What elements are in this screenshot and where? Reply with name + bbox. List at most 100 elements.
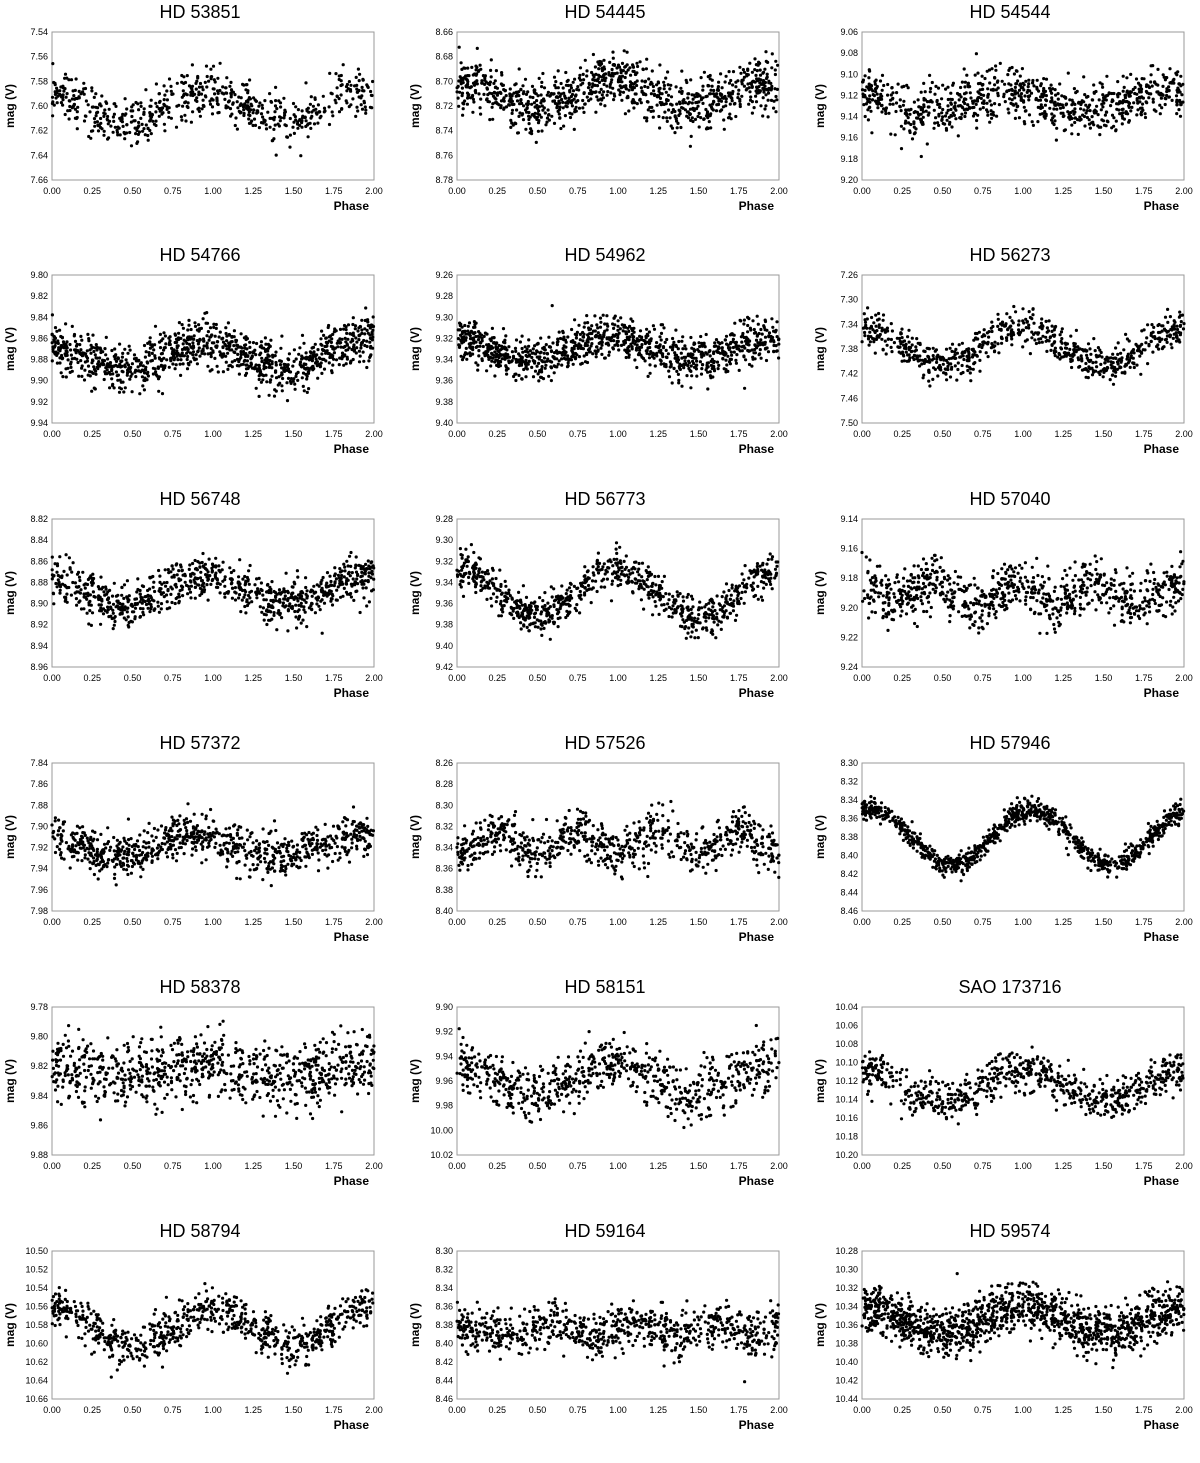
data-point [361,89,365,93]
data-point [627,88,631,92]
data-point [102,129,106,133]
data-point [948,375,953,379]
data-point [117,390,122,394]
data-point [557,330,561,334]
data-point [347,80,351,84]
data-point [63,76,67,80]
data-point [199,92,204,96]
data-point [774,94,778,99]
data-point [95,348,99,352]
data-point [1078,118,1082,122]
data-point [912,125,916,129]
data-point [1099,362,1103,366]
data-point [671,336,675,341]
data-point [260,356,264,360]
data-point [123,386,127,390]
data-point [1027,82,1031,86]
data-point [233,350,237,355]
data-point [319,342,323,346]
data-point [539,336,543,340]
data-point [889,337,893,342]
data-point [909,107,913,111]
data-point [233,123,237,128]
data-point [68,342,72,347]
data-point [680,91,684,95]
data-point [167,115,171,119]
data-point [525,110,529,114]
data-point [628,85,633,89]
data-point [528,95,532,99]
data-point [689,134,693,138]
y-tick-label: 9.36 [435,376,453,386]
data-point [612,316,616,320]
data-point [749,95,753,99]
data-point [94,343,98,347]
data-point [980,87,985,91]
data-point [208,99,212,103]
data-point [280,389,284,393]
data-point [208,326,213,330]
data-point [645,351,649,355]
y-tick-label: 9.28 [435,291,453,301]
data-point [1058,106,1063,110]
data-point [734,114,738,119]
data-point [464,346,468,350]
data-point [359,96,363,100]
data-point [345,101,349,105]
data-point [1127,104,1131,108]
data-point [179,358,183,362]
data-point [959,85,963,90]
data-point [225,339,229,343]
data-point [1144,100,1148,104]
data-points [860,52,1185,159]
data-point [50,95,55,99]
data-point [770,66,774,70]
data-point [597,341,601,345]
data-point [1178,310,1182,314]
data-point [1162,75,1166,79]
data-point [627,109,631,113]
data-point [976,113,980,117]
data-point [971,99,975,103]
data-point [1179,74,1183,78]
data-point [358,354,362,358]
data-point [321,94,325,98]
data-point [864,102,868,106]
data-point [1146,323,1150,327]
data-point [773,87,777,91]
data-point [120,120,124,124]
data-point [986,110,990,114]
data-point [583,360,588,364]
data-point [548,345,552,349]
x-tick-label: 2.00 [365,429,383,439]
data-point [260,106,265,110]
data-point [260,373,264,377]
data-point [162,102,166,106]
x-tick-label: 0.00 [43,186,61,196]
data-point [953,101,957,105]
data-point [941,115,945,119]
data-point [273,354,277,358]
data-point [87,134,91,139]
data-point [678,362,682,366]
data-point [664,90,668,94]
data-point [517,67,521,71]
data-point [1168,81,1172,85]
data-point [304,351,308,355]
data-point [165,358,169,362]
data-point [910,137,915,141]
data-point [582,78,586,82]
data-point [717,363,721,367]
data-point [989,112,993,116]
data-point [536,106,540,111]
data-point [187,323,191,327]
data-point [479,112,483,116]
data-point [587,335,591,340]
data-point [114,353,118,357]
data-point [287,352,291,356]
data-point [959,372,963,376]
data-point [1118,100,1123,104]
data-point [80,366,84,370]
data-point [647,77,651,81]
data-point [1042,89,1046,93]
